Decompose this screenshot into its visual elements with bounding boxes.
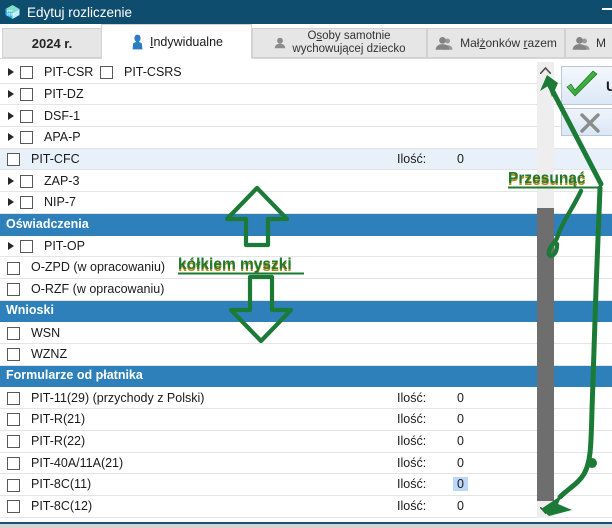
svg-text:2024: 2024 [7,13,15,17]
